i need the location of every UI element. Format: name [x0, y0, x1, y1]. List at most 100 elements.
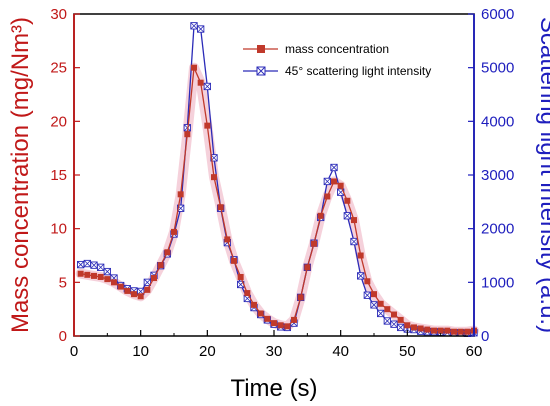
mass-point: [291, 316, 297, 323]
scatter-point-cross: [377, 309, 385, 317]
mass-point: [164, 249, 171, 256]
scatter-point-cross: [77, 261, 85, 269]
x-tick-label: 0: [70, 343, 78, 360]
mass-point: [324, 193, 331, 200]
scatter-point: [77, 260, 85, 269]
mass-point: [251, 301, 257, 308]
axis-layer: 0 10 20 30 40 50 60051015202530010002000300040…: [50, 6, 514, 360]
mass-point: [351, 217, 357, 224]
scatter-point-cross: [363, 291, 371, 299]
y-left-tick-label: 0: [59, 328, 67, 345]
mass-point: [404, 322, 411, 329]
mass-point: [464, 328, 471, 335]
scatter-point-cross: [197, 25, 205, 33]
mass-point: [391, 311, 397, 318]
mass-point: [224, 236, 231, 243]
mass-point: [357, 252, 364, 259]
mass-point: [117, 283, 124, 290]
mass-point: [111, 279, 117, 286]
scatter-point-cross: [83, 260, 91, 268]
scatter-point-cross: [190, 22, 198, 30]
legend-mass-label: mass concentration: [285, 42, 389, 56]
y-left-tick-label: 15: [50, 167, 67, 184]
x-tick-label: 30: [266, 343, 283, 360]
mass-point: [431, 327, 437, 334]
mass-point: [237, 273, 244, 280]
y-left-tick-label: 30: [50, 6, 67, 23]
mass-point: [417, 325, 424, 332]
mass-point: [424, 326, 431, 333]
legend-scatter-cross: [256, 66, 266, 76]
x-tick-label: 10: [132, 343, 149, 360]
y-right-axis-title: Scattering light intensity (a.u.): [535, 17, 550, 333]
mass-point: [91, 272, 97, 279]
mass-point: [437, 327, 444, 334]
legend: mass concentration 45° scattering light …: [243, 42, 431, 78]
mass-point: [151, 275, 157, 282]
y-right-tick-label: 1000: [481, 274, 514, 291]
mass-point: [171, 228, 177, 235]
scatter-point: [350, 237, 358, 246]
mass-point: [331, 178, 337, 185]
mass-point: [244, 290, 251, 297]
mass-point: [277, 322, 284, 329]
scatter-point-cross: [143, 278, 151, 286]
y-right-tick-label: 5000: [481, 60, 514, 77]
mass-point: [177, 191, 184, 198]
scatter-point: [370, 301, 378, 309]
scatter-point: [190, 22, 198, 30]
scatter-point: [90, 261, 98, 269]
scatter-point: [343, 212, 351, 220]
mass-point: [264, 315, 271, 322]
mass-point: [131, 291, 137, 298]
mass-point: [104, 276, 111, 283]
y-right-tick-label: 3000: [481, 167, 514, 184]
scatter-point: [143, 278, 151, 286]
mass-point: [397, 316, 404, 323]
scatter-point: [197, 25, 205, 33]
scatter-point: [377, 309, 385, 318]
scatter-point: [177, 204, 185, 212]
y-left-tick-label: 25: [50, 60, 67, 77]
mass-point: [217, 204, 224, 211]
mass-point: [184, 131, 191, 138]
legend-scatter-label: 45° scattering light intensity: [285, 64, 431, 78]
scatter-point-cross: [330, 164, 338, 171]
mass-point: [364, 278, 371, 285]
scatter-point-cross: [397, 323, 405, 331]
mass-point: [197, 79, 204, 86]
x-tick-label: 60: [466, 343, 483, 360]
legend-mass-marker: [257, 45, 265, 53]
mass-point: [411, 324, 417, 331]
mass-point: [204, 122, 211, 129]
scatter-point-cross: [90, 261, 98, 269]
mass-point: [384, 306, 391, 313]
scatter-point: [83, 259, 91, 268]
x-tick-label: 40: [332, 343, 349, 360]
scatter-point: [103, 267, 111, 276]
mass-point: [211, 174, 217, 181]
scatter-point-cross: [343, 212, 351, 220]
mass-point: [144, 286, 151, 293]
scatter-point: [97, 263, 105, 271]
scatter-point: [357, 272, 365, 280]
scatter-point-cross: [103, 268, 111, 276]
mass-point: [257, 310, 264, 317]
mass-point: [231, 257, 237, 264]
y-right-tick-label: 2000: [481, 221, 514, 238]
mass-point: [444, 327, 451, 334]
scatter-point: [390, 320, 398, 328]
mass-point: [124, 287, 131, 294]
scatter-point-cross: [383, 317, 391, 325]
mass-point: [77, 270, 84, 277]
scatter-point-cross: [350, 238, 358, 246]
scatter-point: [330, 163, 338, 172]
mass-point: [157, 262, 164, 269]
y-right-tick-label: 4000: [481, 113, 514, 130]
mass-point: [344, 197, 351, 204]
scatter-point: [363, 291, 371, 299]
scatter-point-cross: [203, 82, 211, 90]
y-right-tick-label: 0: [481, 328, 489, 345]
y-left-tick-label: 10: [50, 221, 67, 238]
